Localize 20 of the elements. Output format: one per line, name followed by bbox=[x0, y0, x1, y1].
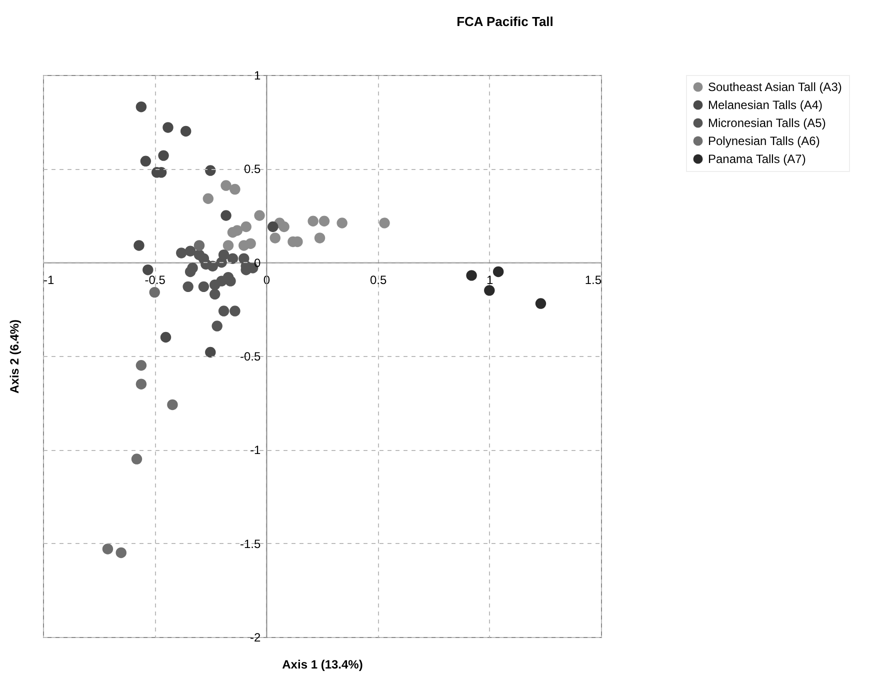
x-tick-label: 0.5 bbox=[370, 272, 387, 287]
y-tick-label: -1.5 bbox=[240, 536, 262, 551]
chart-title: FCA Pacific Tall bbox=[456, 14, 554, 29]
x-tick-label: 1.5 bbox=[584, 272, 602, 287]
x-tick-label: 1 bbox=[486, 272, 494, 287]
y-tick-label: -1 bbox=[250, 443, 262, 458]
x-axis-title: Axis 1 (13.4%) bbox=[282, 658, 363, 672]
x-tick-label: -0.5 bbox=[144, 272, 166, 287]
y-tick-label: -0.5 bbox=[240, 350, 262, 364]
y-tick-label: 0 bbox=[254, 256, 262, 270]
y-tick-label: 1 bbox=[254, 68, 262, 82]
legend-label: Melanesian Talls (A4) bbox=[708, 98, 822, 112]
x-tick-label: -1 bbox=[44, 272, 54, 287]
legend-label: Polynesian Talls (A6) bbox=[708, 134, 820, 148]
y-tick-label: 0.5 bbox=[244, 162, 262, 176]
y-tick-label: -2 bbox=[250, 630, 262, 644]
legend-label: Panama Talls (A7) bbox=[708, 152, 806, 166]
legend-label: Micronesian Talls (A5) bbox=[708, 116, 826, 130]
legend-label: Southeast Asian Tall (A3) bbox=[708, 80, 842, 94]
y-axis-title: Axis 2 (6.4%) bbox=[8, 319, 22, 394]
